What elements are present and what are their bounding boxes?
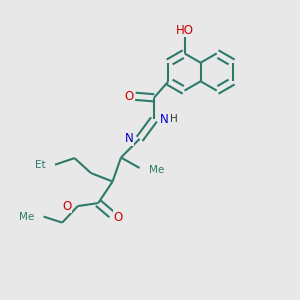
Text: O: O	[62, 200, 72, 213]
Text: Me: Me	[148, 165, 164, 176]
Text: O: O	[125, 90, 134, 103]
Text: N: N	[125, 132, 134, 146]
Text: H: H	[169, 114, 177, 124]
Text: HO: HO	[176, 24, 194, 37]
Text: N: N	[159, 113, 168, 126]
Text: O: O	[114, 211, 123, 224]
Text: Me: Me	[19, 212, 34, 222]
Text: Et: Et	[35, 160, 46, 170]
